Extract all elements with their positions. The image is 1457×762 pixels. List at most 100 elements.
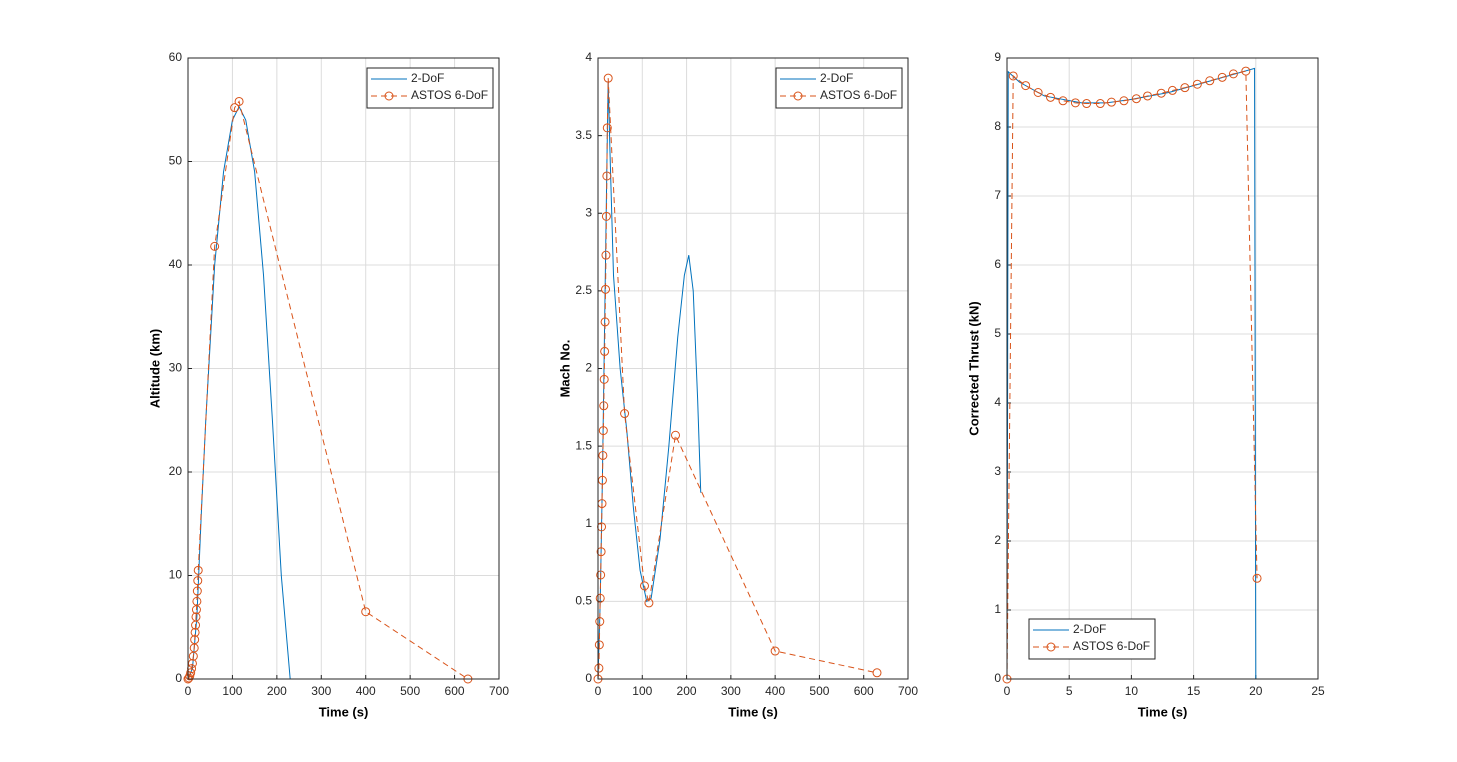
data-point (1180, 83, 1190, 93)
x-tick-label: 0 (185, 684, 192, 698)
legend-marker (384, 91, 394, 101)
axes-frame (1006, 57, 1319, 680)
x-axis-title: Time (s) (1138, 704, 1188, 719)
data-point (671, 430, 680, 440)
data-point (594, 640, 604, 650)
data-point (1228, 69, 1238, 79)
x-tick-label: 100 (222, 684, 242, 698)
data-point (1106, 97, 1116, 107)
data-point (601, 250, 611, 260)
y-tick-label: 8 (994, 119, 1001, 133)
data-point (1192, 79, 1202, 89)
x-tick-label: 100 (632, 684, 652, 698)
axes: 0 100 200 300 400 500 600 700 0 10 20 30 40 50 60 Time … (147, 50, 509, 719)
x-tick-label: 25 (1311, 684, 1325, 698)
data-point (1021, 81, 1031, 91)
legend: 2-DoF ASTOS 6-DoF (1028, 618, 1156, 660)
data-point (644, 598, 654, 608)
y-tick-label: 3.5 (575, 128, 592, 142)
y-tick-label: 1 (994, 602, 1001, 616)
data-point (598, 426, 608, 436)
data-point (210, 241, 220, 251)
data-point (599, 374, 609, 384)
x-tick-label: 300 (311, 684, 331, 698)
legend-label: 2-DoF (1073, 622, 1106, 636)
data-point (620, 409, 630, 419)
y-tick-label: 1.5 (575, 438, 592, 452)
data-point (190, 627, 200, 637)
axes-frame (187, 57, 500, 680)
legend-marker (793, 91, 803, 101)
y-tick-label: 60 (169, 50, 183, 64)
y-tick-label: 20 (169, 464, 183, 478)
x-tick-label: 400 (356, 684, 376, 698)
x-tick-label: 500 (809, 684, 829, 698)
data-point (361, 607, 371, 617)
x-tick-label: 0 (595, 684, 602, 698)
y-tick-label: 0 (175, 671, 182, 685)
data-point (601, 211, 611, 221)
legend-label: ASTOS 6-DoF (1073, 639, 1150, 653)
x-tick-label: 300 (721, 684, 741, 698)
y-tick-label: 3 (994, 464, 1001, 478)
y-tick-label: 3 (585, 205, 592, 219)
data-point (1131, 94, 1141, 104)
x-tick-label: 0 (1004, 684, 1011, 698)
x-tick-label: 500 (400, 684, 420, 698)
data-point (596, 547, 606, 557)
data-point (192, 596, 202, 606)
x-tick-label: 200 (267, 684, 287, 698)
data-point (191, 612, 201, 622)
data-point (1070, 98, 1080, 108)
data-point (186, 668, 196, 678)
y-tick-label: 2 (585, 361, 592, 375)
legend-label: ASTOS 6-DoF (820, 88, 897, 102)
plot-area (1007, 58, 1318, 679)
y-tick-label: 2.5 (575, 283, 592, 297)
y-tick-label: 0.5 (575, 594, 592, 608)
data-point (1008, 71, 1018, 81)
y-tick-label: 9 (994, 50, 1001, 64)
data-point (1156, 88, 1166, 98)
y-tick-label: 50 (169, 154, 183, 168)
legend-label: ASTOS 6-DoF (411, 88, 488, 102)
x-tick-label: 5 (1066, 684, 1073, 698)
data-point (595, 593, 605, 603)
legend-box (366, 67, 494, 109)
y-tick-label: 5 (994, 326, 1001, 340)
legend-box (775, 67, 903, 109)
axes: 0 5 10 15 20 25 0 1 2 3 4 5 6 7 8 9 Time (s) Corrected Th… (966, 50, 1325, 719)
data-point (1058, 96, 1068, 106)
data-point (193, 576, 203, 586)
data-point (598, 450, 608, 460)
x-tick-label: 15 (1187, 684, 1201, 698)
data-point (193, 565, 203, 575)
data-point (596, 570, 606, 580)
data-point (595, 617, 605, 627)
y-tick-label: 0 (585, 671, 592, 685)
data-point (234, 96, 244, 106)
legend-box (1028, 618, 1156, 660)
x-tick-label: 600 (854, 684, 874, 698)
y-axis-title: Altitude (km) (147, 329, 162, 408)
x-tick-label: 10 (1125, 684, 1139, 698)
data-point (599, 401, 609, 411)
data-point (1095, 99, 1105, 109)
data-point (1252, 573, 1262, 583)
x-tick-label: 600 (445, 684, 465, 698)
series-line (598, 78, 878, 679)
x-tick-label: 20 (1249, 684, 1263, 698)
y-tick-label: 2 (994, 533, 1001, 547)
y-tick-label: 7 (994, 188, 1001, 202)
axes-frame (597, 57, 909, 680)
x-tick-label: 700 (489, 684, 509, 698)
data-point (1033, 88, 1043, 97)
data-point (602, 171, 612, 181)
y-tick-label: 40 (169, 257, 183, 271)
y-tick-label: 1 (585, 516, 592, 530)
x-tick-label: 200 (677, 684, 697, 698)
y-tick-label: 10 (169, 568, 183, 582)
data-point (600, 346, 610, 356)
x-axis-title: Time (s) (728, 704, 778, 719)
